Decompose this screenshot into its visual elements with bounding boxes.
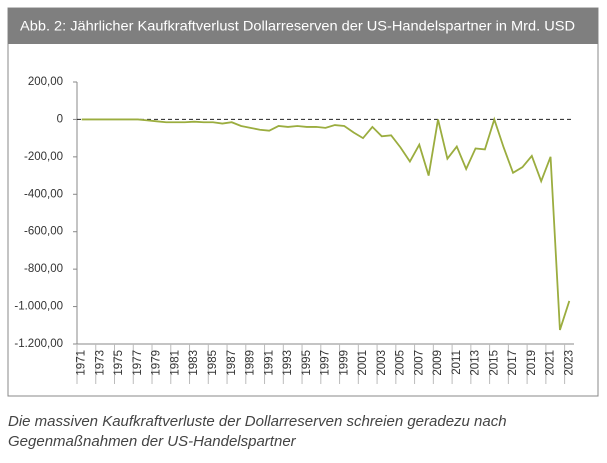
caption-line: Die massiven Kaufkraftverluste der Dolla…	[8, 413, 507, 430]
y-tick-label: 0	[57, 113, 63, 125]
x-tick-label: 1973	[94, 350, 106, 376]
x-tick-label: 1983	[188, 350, 200, 376]
x-tick-label: 1985	[207, 350, 219, 376]
x-tick-label: 2009	[432, 350, 444, 376]
y-tick-label: -400,00	[24, 188, 63, 200]
page: Abb. 2: Jährlicher Kaufkraftverlust Doll…	[7, 7, 599, 450]
x-tick-label: 2001	[357, 350, 369, 376]
y-tick-label: -800,00	[24, 263, 63, 275]
x-tick-label: 1979	[151, 350, 163, 376]
x-tick-label: 2003	[376, 350, 388, 376]
x-tick-label: 1971	[76, 350, 88, 376]
chart-title: Abb. 2: Jährlicher Kaufkraftverlust Doll…	[20, 18, 575, 34]
x-tick-label: 2013	[470, 350, 482, 376]
x-tick-label: 2011	[451, 350, 463, 375]
line-series	[81, 116, 571, 331]
x-tick-label: 1987	[226, 350, 238, 376]
chart: Abb. 2: Jährlicher Kaufkraftverlust Doll…	[7, 7, 599, 397]
x-tick-label: 2017	[507, 350, 519, 376]
caption-line: Gegenmaßnahmen der US-Handelspartner	[8, 433, 296, 450]
header-bar	[8, 8, 598, 44]
y-tick-label: 200,00	[28, 76, 63, 88]
y-tick-label: -1.000,00	[14, 301, 63, 313]
x-tick-label: 1993	[282, 350, 294, 376]
y-tick-label: -1.200,00	[14, 338, 63, 350]
x-tick-label: 1975	[113, 350, 125, 376]
x-tick-label: 1989	[245, 350, 257, 376]
x-tick-label: 2015	[488, 350, 500, 376]
x-tick-label: 1991	[263, 350, 275, 376]
x-tick-label: 2023	[563, 350, 575, 376]
caption: Die massiven Kaufkraftverluste der Dolla…	[8, 412, 603, 452]
x-tick-label: 1997	[320, 350, 332, 376]
x-tick-label: 2019	[526, 350, 538, 376]
x-tick-label: 1999	[338, 350, 350, 376]
y-tick-label: -200,00	[24, 151, 63, 163]
x-tick-label: 2007	[413, 350, 425, 376]
x-tick-label: 1977	[132, 350, 144, 376]
x-tick-label: 2005	[395, 350, 407, 376]
x-tick-label: 1995	[301, 350, 313, 376]
y-tick-label: -600,00	[24, 226, 63, 238]
x-tick-label: 1981	[169, 350, 181, 376]
x-tick-label: 2021	[545, 350, 557, 376]
chart-frame	[7, 7, 599, 397]
